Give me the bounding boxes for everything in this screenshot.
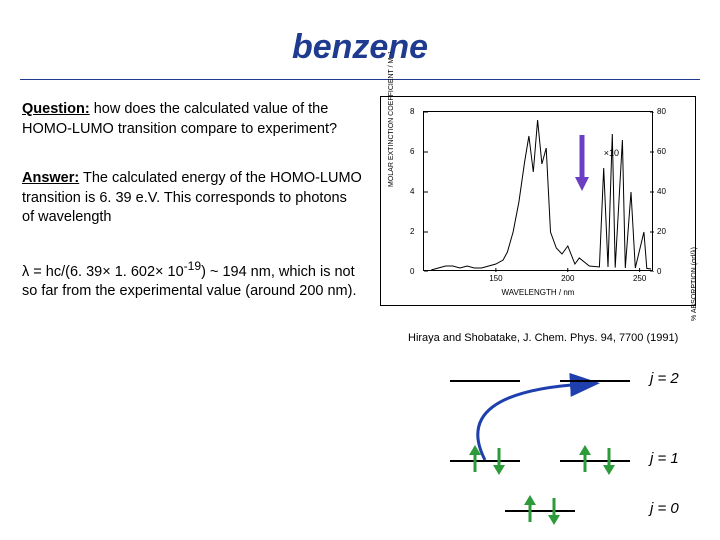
electron-arrow-icon xyxy=(547,495,561,530)
chart-ytick-right: 60 xyxy=(657,147,666,156)
chart-xlabel: WAVELENGTH / nm xyxy=(381,288,695,297)
energy-level-line xyxy=(450,380,520,382)
chart-ytick-left: 4 xyxy=(410,187,414,196)
chart-ytick-left: 8 xyxy=(410,107,414,116)
energy-levels-diagram: j = 2 j = 1 j = 0 xyxy=(390,360,700,530)
page-title: benzene xyxy=(0,0,720,79)
spectrum-chart: ×10 15020025002468020406080 MOLAR EXTINC… xyxy=(380,96,696,306)
chart-ytick-left: 0 xyxy=(410,267,414,276)
chart-ytick-left: 6 xyxy=(410,147,414,156)
electron-arrow-icon xyxy=(468,445,482,480)
citation-text: Hiraya and Shobatake, J. Chem. Phys. 94,… xyxy=(408,332,678,344)
chart-svg: ×10 xyxy=(424,112,654,272)
chart-xtick: 200 xyxy=(558,274,578,283)
svg-text:×10: ×10 xyxy=(604,148,619,158)
question-paragraph: Question: how does the calculated value … xyxy=(22,100,362,139)
chart-ylabel-left: MOLAR EXTINCTION COEFFICIENT / M⁻¹ xyxy=(387,52,395,187)
level-label: j = 0 xyxy=(650,500,679,517)
answer-paragraph: Answer: The calculated energy of the HOM… xyxy=(22,169,362,228)
answer-label: Answer: xyxy=(22,170,79,186)
electron-arrow-icon xyxy=(578,445,592,480)
electron-arrow-icon xyxy=(602,445,616,480)
electron-arrow-icon xyxy=(523,495,537,530)
chart-ytick-right: 80 xyxy=(657,107,666,116)
chart-ytick-right: 20 xyxy=(657,227,666,236)
title-divider xyxy=(20,79,700,80)
calc-sup: -19 xyxy=(184,259,201,273)
energy-level-line xyxy=(560,380,630,382)
calc-paragraph: λ = hc/(6. 39× 1. 602× 10-19) ~ 194 nm, … xyxy=(22,258,362,302)
text-column: Question: how does the calculated value … xyxy=(22,100,362,332)
energy-level-line xyxy=(560,460,630,462)
peak-arrow-icon xyxy=(573,133,591,193)
question-label: Question: xyxy=(22,101,90,117)
energy-level-line xyxy=(505,510,575,512)
calc-pre: λ = hc/(6. 39× 1. 602× 10 xyxy=(22,264,184,280)
chart-ytick-left: 2 xyxy=(410,227,414,236)
energy-level-line xyxy=(450,460,520,462)
chart-xtick: 250 xyxy=(630,274,650,283)
level-label: j = 2 xyxy=(650,370,679,387)
chart-ytick-right: 40 xyxy=(657,187,666,196)
electron-arrow-icon xyxy=(492,445,506,480)
chart-ylabel-right: % ABSORPTION (σd/λ) xyxy=(691,247,698,321)
chart-ytick-right: 0 xyxy=(657,267,661,276)
chart-xtick: 150 xyxy=(486,274,506,283)
chart-plot-area: ×10 15020025002468020406080 xyxy=(423,111,653,271)
level-label: j = 1 xyxy=(650,450,679,467)
